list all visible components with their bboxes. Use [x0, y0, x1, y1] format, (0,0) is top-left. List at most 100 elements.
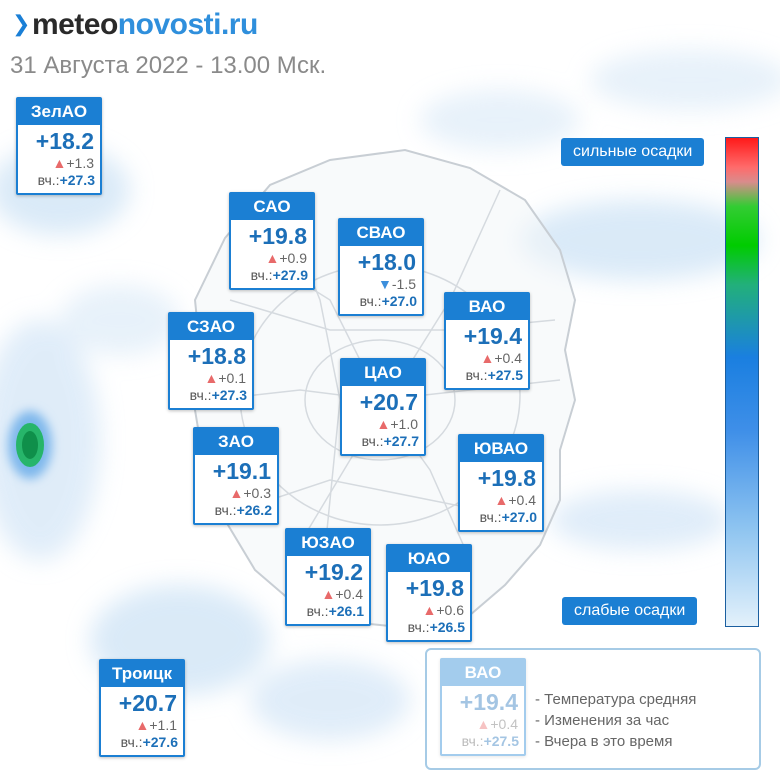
- district-card: ЦАО +20.7 ▲+1.0 вч.:+27.7: [340, 358, 426, 456]
- avg-temperature: +20.7: [359, 389, 418, 415]
- yesterday-label: вч.:: [189, 387, 212, 403]
- hourly-change-value: +0.4: [494, 350, 522, 366]
- trend-down-icon: ▼: [378, 276, 392, 292]
- trend-up-icon: ▲: [480, 350, 495, 366]
- yesterday-value: +27.3: [211, 387, 247, 403]
- legend-explanation-lines: - Температура средняя - Изменения за час…: [535, 689, 696, 752]
- yesterday-value: +27.0: [501, 509, 537, 525]
- avg-temperature: +18.0: [357, 249, 416, 275]
- district-card: Троицк +20.7 ▲+1.1 вч.:+27.6: [99, 659, 185, 757]
- hourly-change: ▲+0.1: [170, 370, 252, 386]
- yesterday-temp: вч.:+27.7: [342, 432, 424, 450]
- trend-up-icon: ▲: [229, 485, 244, 501]
- hourly-change: ▼-1.5: [340, 276, 422, 292]
- trend-up-icon: ▲: [321, 586, 336, 602]
- hourly-change: ▲+0.6: [388, 602, 470, 618]
- trend-up-icon: ▲: [135, 717, 150, 733]
- district-card: ВАО +19.4 ▲+0.4 вч.:+27.5: [444, 292, 530, 390]
- hourly-change: ▲+0.9: [231, 250, 313, 266]
- yesterday-temp: вч.:+26.2: [195, 501, 277, 519]
- district-name: ЮАО: [388, 546, 470, 572]
- trend-up-icon: ▲: [52, 155, 67, 171]
- district-name: СЗАО: [170, 314, 252, 340]
- yesterday-label: вч.:: [479, 509, 502, 525]
- yesterday-value: +27.5: [487, 367, 523, 383]
- legend-line-temp: - Температура средняя: [535, 691, 697, 708]
- hourly-change-value: +0.9: [279, 250, 307, 266]
- site-logo[interactable]: ❯meteonovosti.ru: [12, 8, 258, 41]
- hourly-change-value: +1.3: [66, 155, 94, 171]
- district-card: ЗелАО +18.2 ▲+1.3 вч.:+27.3: [16, 97, 102, 195]
- avg-temperature: +19.8: [477, 465, 536, 491]
- yesterday-value: +27.3: [59, 172, 95, 188]
- hourly-change: ▲+1.0: [342, 416, 424, 432]
- avg-temperature: +18.8: [187, 343, 246, 369]
- avg-temperature: +19.8: [405, 575, 464, 601]
- date-time-subtitle: 31 Августа 2022 - 13.00 Мск.: [10, 52, 327, 79]
- district-card: ЮЗАО +19.2 ▲+0.4 вч.:+26.1: [285, 528, 371, 626]
- trend-up-icon: ▲: [265, 250, 280, 266]
- district-name: ЮВАО: [460, 436, 542, 462]
- district-card: САО +19.8 ▲+0.9 вч.:+27.9: [229, 192, 315, 290]
- hourly-change: ▲+1.3: [18, 155, 100, 171]
- yesterday-temp: вч.:+27.3: [170, 386, 252, 404]
- yesterday-value: +27.0: [381, 293, 417, 309]
- hourly-change-value: -1.5: [391, 276, 416, 292]
- hourly-change-value: +0.1: [218, 370, 246, 386]
- trend-up-icon: ▲: [376, 416, 391, 432]
- yesterday-value: +26.1: [328, 603, 364, 619]
- district-name: ВАО: [446, 294, 528, 320]
- yesterday-temp: вч.:+27.5: [446, 366, 528, 384]
- district-card: СВАО +18.0 ▼-1.5 вч.:+27.0: [338, 218, 424, 316]
- yesterday-label: вч.:: [250, 267, 273, 283]
- yesterday-temp: вч.:+26.1: [287, 602, 369, 620]
- yesterday-value: +27.7: [383, 433, 419, 449]
- hourly-change-value: +1.1: [149, 717, 177, 733]
- hourly-change-value: +0.6: [436, 602, 464, 618]
- district-name: ЗелАО: [18, 99, 100, 125]
- legend-explanation-box: [425, 648, 761, 770]
- hourly-change-value: +0.4: [335, 586, 363, 602]
- hourly-change: ▲+0.4: [446, 350, 528, 366]
- yesterday-label: вч.:: [120, 734, 143, 750]
- avg-temperature: +19.1: [212, 458, 271, 484]
- district-card: ЮАО +19.8 ▲+0.6 вч.:+26.5: [386, 544, 472, 642]
- hourly-change-value: +1.0: [390, 416, 418, 432]
- yesterday-temp: вч.:+27.3: [18, 171, 100, 189]
- yesterday-label: вч.:: [465, 367, 488, 383]
- hourly-change: ▲+1.1: [101, 717, 183, 733]
- yesterday-label: вч.:: [361, 433, 384, 449]
- yesterday-temp: вч.:+27.0: [460, 508, 542, 526]
- yesterday-temp: вч.:+27.9: [231, 266, 313, 284]
- district-name: ЮЗАО: [287, 530, 369, 556]
- yesterday-label: вч.:: [214, 502, 237, 518]
- yesterday-temp: вч.:+27.6: [101, 733, 183, 751]
- yesterday-temp: вч.:+27.0: [340, 292, 422, 310]
- district-name: Троицк: [101, 661, 183, 687]
- hourly-change: ▲+0.3: [195, 485, 277, 501]
- yesterday-label: вч.:: [407, 619, 430, 635]
- yesterday-value: +26.5: [429, 619, 465, 635]
- district-name: СВАО: [340, 220, 422, 246]
- district-name: ЦАО: [342, 360, 424, 386]
- hourly-change: ▲+0.4: [287, 586, 369, 602]
- yesterday-label: вч.:: [306, 603, 329, 619]
- yesterday-label: вч.:: [37, 172, 60, 188]
- avg-temperature: +19.2: [304, 559, 363, 585]
- avg-temperature: +19.4: [463, 323, 522, 349]
- district-card: ЗАО +19.1 ▲+0.3 вч.:+26.2: [193, 427, 279, 525]
- hourly-change: ▲+0.4: [460, 492, 542, 508]
- avg-temperature: +20.7: [118, 690, 177, 716]
- district-name: ЗАО: [195, 429, 277, 455]
- legend-line-yesterday: - Вчера в это время: [535, 733, 673, 750]
- light-precip-label: слабые осадки: [562, 597, 698, 625]
- trend-up-icon: ▲: [494, 492, 509, 508]
- district-card: СЗАО +18.8 ▲+0.1 вч.:+27.3: [168, 312, 254, 410]
- yesterday-value: +27.6: [142, 734, 178, 750]
- precipitation-scale-bar: [725, 137, 759, 627]
- district-card: ЮВАО +19.8 ▲+0.4 вч.:+27.0: [458, 434, 544, 532]
- legend-line-change: - Изменения за час: [535, 712, 670, 729]
- logo-arrow-icon: ❯: [12, 11, 30, 36]
- yesterday-value: +27.9: [272, 267, 308, 283]
- trend-up-icon: ▲: [204, 370, 219, 386]
